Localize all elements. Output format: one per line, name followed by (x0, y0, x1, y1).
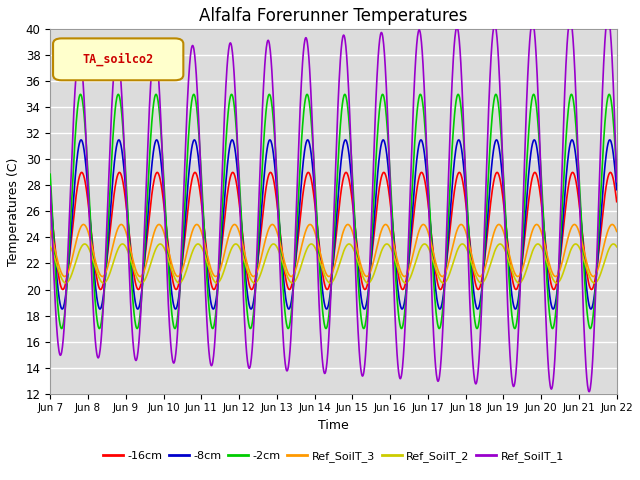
Ref_SoilT_2 (497, 241, 504, 247)
Ref_SoilT_1 (586, 389, 593, 395)
-2cm (495, 110, 503, 116)
-2cm (159, 152, 166, 157)
Ref_SoilT_1 (46, 184, 54, 190)
-2cm (586, 325, 594, 331)
Ref_SoilT_1 (422, 112, 429, 118)
Ref_SoilT_2 (46, 244, 54, 250)
Ref_SoilT_2 (422, 242, 430, 248)
-8cm (547, 296, 554, 302)
Line: Ref_SoilT_1: Ref_SoilT_1 (50, 23, 617, 392)
Ref_SoilT_3 (172, 273, 180, 278)
-8cm (613, 187, 621, 192)
Ref_SoilT_2 (159, 242, 166, 248)
Ref_SoilT_1 (236, 196, 243, 202)
Ref_SoilT_2 (236, 245, 243, 251)
Ref_SoilT_3 (422, 224, 430, 230)
-2cm (545, 310, 553, 315)
X-axis label: Time: Time (318, 419, 349, 432)
Ref_SoilT_2 (172, 278, 180, 284)
Line: -2cm: -2cm (50, 95, 617, 328)
Ref_SoilT_3 (46, 228, 54, 234)
-8cm (323, 306, 330, 312)
Ref_SoilT_1 (159, 155, 166, 160)
Ref_SoilT_1 (495, 73, 503, 79)
-2cm (46, 171, 54, 177)
-2cm (422, 130, 429, 135)
-2cm (236, 181, 243, 187)
-16cm (422, 183, 429, 189)
Ref_SoilT_3 (159, 226, 166, 231)
Ref_SoilT_3 (613, 228, 621, 234)
-8cm (304, 137, 312, 143)
-2cm (568, 92, 575, 97)
-8cm (159, 173, 166, 179)
-16cm (59, 287, 67, 292)
Ref_SoilT_1 (172, 347, 180, 353)
Line: Ref_SoilT_3: Ref_SoilT_3 (50, 225, 617, 276)
Ref_SoilT_1 (528, 20, 536, 25)
Line: Ref_SoilT_2: Ref_SoilT_2 (50, 244, 617, 283)
Line: -8cm: -8cm (50, 140, 617, 309)
Title: Alfalfa Forerunner Temperatures: Alfalfa Forerunner Temperatures (199, 7, 468, 25)
Ref_SoilT_2 (613, 244, 621, 250)
-16cm (236, 207, 244, 213)
Ref_SoilT_1 (613, 179, 621, 184)
Ref_SoilT_2 (420, 241, 428, 247)
Ref_SoilT_3 (236, 230, 243, 236)
-8cm (172, 306, 180, 312)
-16cm (496, 175, 504, 181)
Ref_SoilT_3 (363, 274, 371, 279)
Ref_SoilT_1 (546, 380, 554, 385)
Ref_SoilT_3 (547, 264, 554, 270)
FancyBboxPatch shape (53, 38, 183, 80)
Legend: -16cm, -8cm, -2cm, Ref_SoilT_3, Ref_SoilT_2, Ref_SoilT_1: -16cm, -8cm, -2cm, Ref_SoilT_3, Ref_Soil… (99, 446, 568, 466)
-16cm (46, 199, 54, 204)
Text: TA_soilco2: TA_soilco2 (83, 52, 154, 66)
-8cm (422, 167, 430, 172)
-2cm (613, 171, 621, 177)
-2cm (172, 323, 180, 329)
-16cm (613, 199, 621, 204)
Ref_SoilT_2 (547, 269, 554, 275)
Ref_SoilT_3 (382, 222, 390, 228)
-16cm (546, 274, 554, 280)
-16cm (159, 193, 166, 199)
-16cm (173, 287, 180, 292)
-8cm (46, 187, 54, 192)
Y-axis label: Temperatures (C): Temperatures (C) (7, 157, 20, 265)
Ref_SoilT_3 (497, 222, 504, 228)
-16cm (607, 169, 614, 175)
-8cm (497, 152, 504, 158)
-8cm (236, 193, 243, 199)
Ref_SoilT_2 (402, 280, 410, 286)
Line: -16cm: -16cm (50, 172, 617, 289)
